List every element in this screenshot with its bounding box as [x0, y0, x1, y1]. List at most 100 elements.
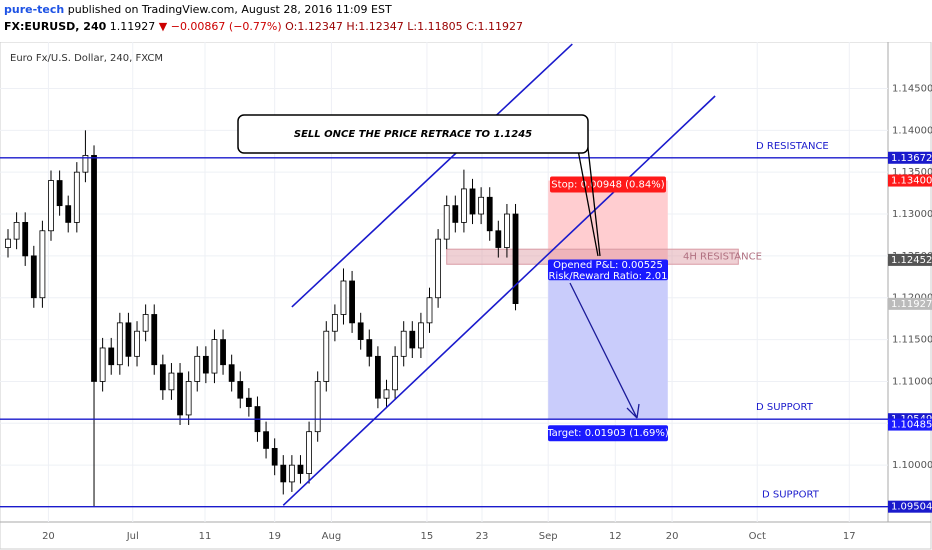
target-zone — [548, 259, 668, 420]
candle-body — [280, 464, 287, 483]
candle-body — [125, 322, 132, 357]
level-name: D SUPPORT — [762, 490, 820, 501]
candle-body — [392, 355, 398, 391]
price-label-box — [888, 500, 932, 513]
target-label-box — [548, 425, 668, 442]
candle-body — [383, 389, 390, 399]
price-label: 1.13672 — [891, 153, 932, 164]
stop-label: Stop: 0.00948 (0.84%) — [551, 180, 664, 191]
candle-body — [108, 347, 115, 366]
x-tick-label: 12 — [609, 531, 622, 542]
callout-pointer — [577, 129, 601, 257]
candle-body — [22, 221, 29, 257]
symbol-line: FX:EURUSD, 240 1.11927 ▼ −0.00867 (−0.77… — [4, 20, 523, 33]
level-name: D RESISTANCE — [756, 141, 829, 152]
zone-label: 4H RESISTANCE — [683, 252, 762, 263]
candle-body — [228, 364, 235, 382]
x-tick-label: Oct — [749, 531, 766, 542]
candle-body — [168, 372, 175, 391]
stop-label-box — [550, 176, 666, 193]
candle-body — [366, 339, 373, 357]
candle-body — [245, 397, 252, 407]
x-tick-label: 23 — [476, 531, 489, 542]
candle-body — [30, 255, 37, 299]
pnl-label: Opened P&L: 0.00525 — [553, 260, 663, 271]
price-label-box — [888, 253, 932, 266]
candle-body — [73, 171, 80, 223]
candle-body — [340, 280, 347, 315]
x-tick-label: Sep — [539, 531, 558, 542]
candle-body — [443, 205, 450, 240]
candle-body — [288, 464, 295, 483]
candle-body — [185, 381, 192, 416]
candle-body — [306, 431, 312, 474]
trendline — [291, 43, 573, 308]
forecast-arrow — [569, 282, 640, 419]
candle-body — [5, 238, 11, 248]
pnl-label-box — [548, 259, 668, 281]
price-label: 1.12452 — [891, 255, 932, 266]
candle-body — [426, 297, 433, 324]
price-label: 1.10485 — [891, 420, 932, 431]
author: pure-tech — [4, 3, 65, 16]
candle-body — [202, 355, 209, 374]
candle-body — [116, 322, 123, 366]
candle-body — [194, 355, 201, 382]
candle-body — [151, 314, 158, 366]
x-tick-label: Jul — [126, 531, 139, 542]
annotation: SELL ONCE THE PRICE RETRACE TO 1.1245 — [294, 129, 532, 140]
candle-body — [297, 464, 304, 474]
x-tick-label: 20 — [666, 531, 679, 542]
candle-body — [409, 330, 416, 349]
price-label-box — [888, 418, 932, 431]
candle-body — [91, 155, 97, 382]
candle-body — [357, 322, 364, 340]
candle-body — [271, 448, 278, 466]
candle-body — [504, 213, 510, 248]
candle-body — [418, 322, 424, 349]
x-tick-label: 20 — [42, 531, 55, 542]
y-tick-label: 1.13500 — [892, 167, 932, 178]
publish-line: pure-tech published on TradingView.com, … — [4, 3, 392, 16]
candle-body — [48, 180, 54, 232]
candle-body — [134, 330, 140, 357]
callout-box — [237, 114, 589, 154]
candle-body — [314, 381, 321, 433]
candle-body — [177, 372, 183, 416]
y-tick-label: 1.10000 — [892, 460, 932, 471]
candle-body — [39, 230, 46, 299]
candle-body — [13, 221, 20, 240]
price-label: 1.11927 — [891, 299, 932, 310]
stop-zone — [548, 180, 668, 260]
candle-body — [469, 188, 476, 215]
candle-body — [400, 330, 407, 357]
published: published on TradingView.com, August 28,… — [67, 3, 392, 16]
trendline — [282, 95, 716, 506]
change: ▼ −0.00867 (−0.77%) — [158, 20, 282, 33]
last: 1.11927 — [109, 20, 156, 33]
candle-body — [56, 180, 63, 207]
y-tick-label: 1.14000 — [892, 125, 932, 136]
candle-body — [512, 213, 519, 304]
x-tick-label: 17 — [843, 531, 856, 542]
target-label: Target: 0.01903 (1.69%) — [546, 428, 669, 439]
price-label-box — [888, 297, 932, 310]
ohlc: O:1.12347 H:1.12347 L:1.11805 C:1.11927 — [285, 20, 523, 33]
candle-body — [461, 188, 467, 223]
candle-body — [478, 196, 485, 215]
candle-body — [331, 314, 338, 332]
level-name: D SUPPORT — [756, 402, 814, 413]
candle-body — [220, 339, 226, 366]
candle-body — [211, 339, 218, 374]
chart-title: Euro Fx/U.S. Dollar, 240, FXCM — [10, 53, 163, 64]
x-tick-label: Aug — [322, 531, 342, 542]
y-tick-label: 1.13000 — [892, 209, 932, 220]
candle-body — [99, 347, 106, 382]
candle-body — [237, 381, 244, 399]
y-tick-label: 1.11500 — [892, 335, 932, 346]
candle-body — [435, 238, 442, 299]
candle-body — [349, 280, 355, 324]
price-label: 1.13400 — [891, 176, 932, 187]
price-label-box — [888, 174, 932, 187]
